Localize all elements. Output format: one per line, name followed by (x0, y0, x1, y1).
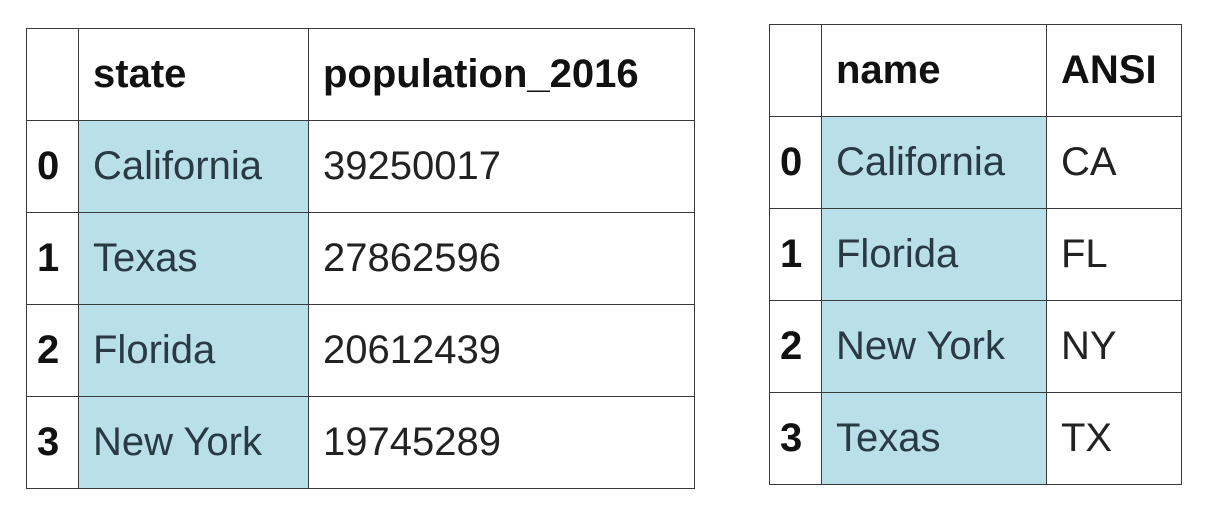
name-cell: New York (821, 300, 1047, 393)
row-index: 3 (769, 392, 822, 485)
population-cell: 20612439 (308, 304, 695, 397)
population-cell: 19745289 (308, 396, 695, 489)
ansi-cell: CA (1046, 116, 1182, 209)
population-table: state population_2016 0 California 39250… (26, 28, 695, 489)
index-header (26, 28, 79, 121)
ansi-cell: TX (1046, 392, 1182, 485)
ansi-header: ANSI (1046, 24, 1182, 117)
row-index: 2 (769, 300, 822, 393)
population-header: population_2016 (308, 28, 695, 121)
table-row: 3 Texas TX (769, 392, 1182, 485)
table-row: 0 California 39250017 (26, 120, 695, 213)
state-cell: Texas (78, 212, 309, 305)
row-index: 1 (769, 208, 822, 301)
ansi-table: name ANSI 0 California CA 1 Florida FL 2… (769, 24, 1182, 485)
name-header: name (821, 24, 1047, 117)
name-cell: Florida (821, 208, 1047, 301)
table-row: 0 California CA (769, 116, 1182, 209)
state-cell: Florida (78, 304, 309, 397)
population-cell: 39250017 (308, 120, 695, 213)
row-index: 1 (26, 212, 79, 305)
state-header: state (78, 28, 309, 121)
table-row: 2 Florida 20612439 (26, 304, 695, 397)
row-index: 0 (26, 120, 79, 213)
row-index: 3 (26, 396, 79, 489)
row-index: 2 (26, 304, 79, 397)
table-row: 3 New York 19745289 (26, 396, 695, 489)
row-index: 0 (769, 116, 822, 209)
name-cell: Texas (821, 392, 1047, 485)
name-cell: California (821, 116, 1047, 209)
table-row: 1 Texas 27862596 (26, 212, 695, 305)
population-cell: 27862596 (308, 212, 695, 305)
state-cell: New York (78, 396, 309, 489)
header-row: name ANSI (769, 24, 1182, 117)
table-row: 2 New York NY (769, 300, 1182, 393)
ansi-cell: FL (1046, 208, 1182, 301)
state-cell: California (78, 120, 309, 213)
table-row: 1 Florida FL (769, 208, 1182, 301)
ansi-cell: NY (1046, 300, 1182, 393)
header-row: state population_2016 (26, 28, 695, 121)
index-header (769, 24, 822, 117)
